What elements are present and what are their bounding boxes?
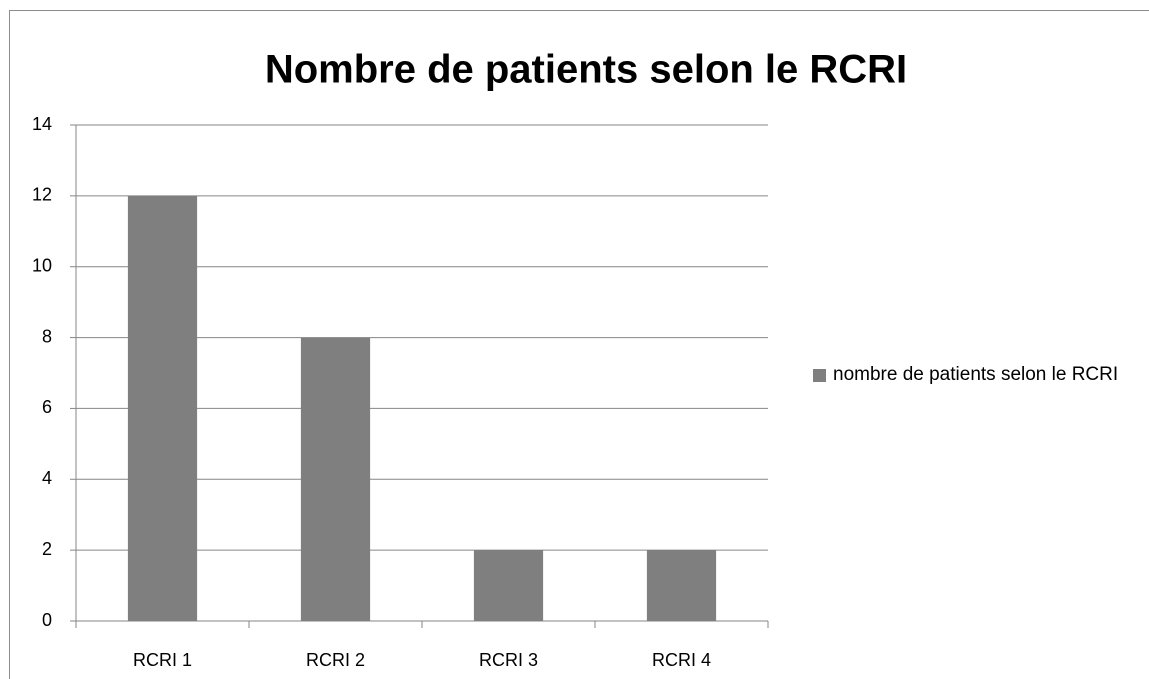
x-tick-label: RCRI 4 xyxy=(652,650,711,670)
y-tick-label: 8 xyxy=(42,326,52,346)
chart-border xyxy=(9,10,1149,679)
bar xyxy=(300,337,371,621)
legend-label: nombre de patients selon le RCRI xyxy=(833,364,1119,385)
bar xyxy=(646,550,717,621)
x-tick-label: RCRI 2 xyxy=(306,650,365,670)
legend-swatch xyxy=(813,369,826,382)
x-tick-label: RCRI 1 xyxy=(133,650,192,670)
y-tick-label: 10 xyxy=(32,255,52,275)
y-tick-label: 0 xyxy=(42,610,52,630)
x-tick-label: RCRI 3 xyxy=(479,650,538,670)
y-tick-label: 12 xyxy=(32,185,52,205)
chart-title: Nombre de patients selon le RCRI xyxy=(265,48,907,92)
bar xyxy=(127,195,198,621)
y-tick-label: 14 xyxy=(32,114,52,134)
y-tick-label: 2 xyxy=(42,539,52,559)
y-tick-label: 6 xyxy=(42,397,52,417)
bar xyxy=(473,550,544,621)
y-tick-label: 4 xyxy=(42,468,52,488)
